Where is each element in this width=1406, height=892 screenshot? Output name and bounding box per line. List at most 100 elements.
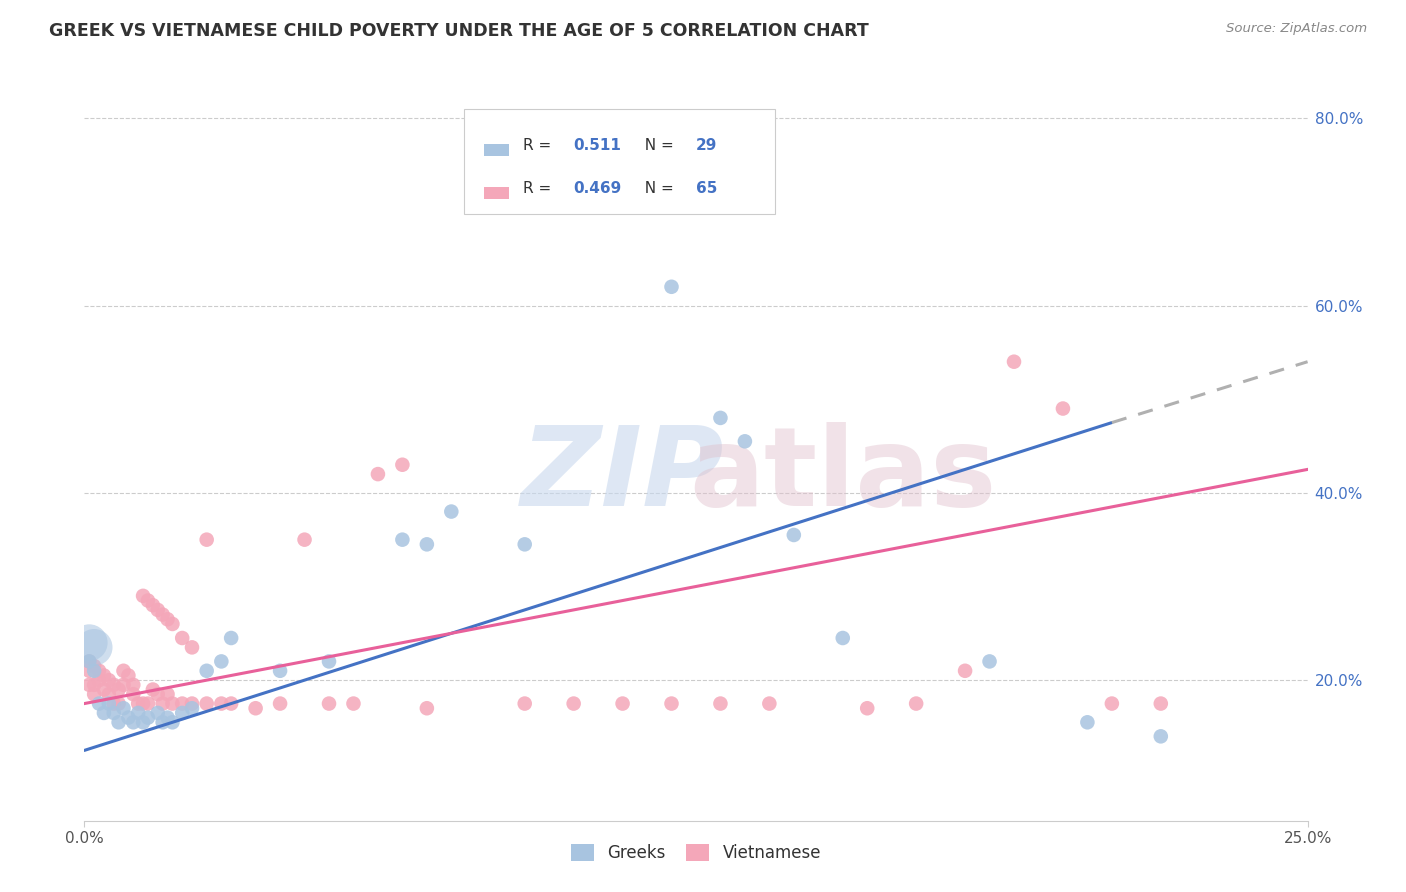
Point	[162, 715, 184, 730]
Point	[136, 593, 159, 607]
Point	[146, 706, 169, 720]
Point	[122, 678, 145, 692]
Point	[195, 664, 218, 678]
Point	[107, 697, 129, 711]
Point	[269, 697, 291, 711]
Point	[318, 697, 340, 711]
Text: R =: R =	[523, 138, 561, 153]
Text: 0.511: 0.511	[574, 138, 621, 153]
Point	[195, 697, 218, 711]
Point	[219, 631, 242, 645]
Point	[136, 697, 159, 711]
Point	[107, 682, 129, 697]
Point	[83, 687, 105, 701]
Point	[83, 640, 105, 655]
FancyBboxPatch shape	[464, 109, 776, 214]
Point	[758, 697, 780, 711]
Point	[156, 710, 179, 724]
Point	[953, 664, 976, 678]
Point	[391, 533, 413, 547]
Point	[269, 664, 291, 678]
Point	[209, 697, 232, 711]
Point	[103, 678, 125, 692]
Point	[367, 467, 389, 482]
Point	[77, 636, 100, 650]
Point	[661, 697, 683, 711]
Text: R =: R =	[523, 181, 557, 196]
Text: ZIP: ZIP	[520, 423, 724, 530]
Point	[112, 664, 135, 678]
Point	[132, 697, 155, 711]
Point	[245, 701, 267, 715]
Point	[342, 697, 364, 711]
Point	[195, 533, 218, 547]
Point	[142, 599, 165, 613]
Point	[172, 706, 194, 720]
Point	[117, 710, 139, 724]
Point	[127, 706, 149, 720]
Point	[209, 655, 232, 669]
Point	[1150, 697, 1173, 711]
Text: 29: 29	[696, 138, 717, 153]
Point	[1076, 715, 1098, 730]
Text: 0.469: 0.469	[574, 181, 621, 196]
Point	[440, 505, 463, 519]
Point	[112, 678, 135, 692]
Point	[181, 701, 204, 715]
Point	[93, 668, 115, 682]
Text: Source: ZipAtlas.com: Source: ZipAtlas.com	[1226, 22, 1367, 36]
Point	[87, 673, 110, 688]
Bar	[484, 144, 509, 156]
Point	[162, 697, 184, 711]
Point	[77, 678, 100, 692]
Point	[905, 697, 928, 711]
Point	[107, 715, 129, 730]
Point	[734, 434, 756, 449]
Point	[709, 411, 731, 425]
Point	[87, 664, 110, 678]
Point	[87, 697, 110, 711]
Point	[562, 697, 585, 711]
Point	[83, 678, 105, 692]
Point	[661, 280, 683, 294]
Point	[112, 701, 135, 715]
Point	[979, 655, 1001, 669]
Point	[77, 655, 100, 669]
Point	[127, 697, 149, 711]
Point	[77, 664, 100, 678]
Point	[318, 655, 340, 669]
Point	[146, 687, 169, 701]
Point	[172, 631, 194, 645]
Point	[77, 655, 100, 669]
Point	[783, 528, 806, 542]
Point	[103, 706, 125, 720]
Point	[93, 706, 115, 720]
Point	[83, 659, 105, 673]
Point	[97, 673, 120, 688]
Point	[513, 537, 536, 551]
Point	[152, 715, 174, 730]
Point	[156, 687, 179, 701]
Point	[83, 664, 105, 678]
Point	[152, 607, 174, 622]
Point	[219, 697, 242, 711]
Point	[146, 603, 169, 617]
Point	[831, 631, 853, 645]
Point	[1150, 730, 1173, 744]
Point	[132, 715, 155, 730]
Point	[294, 533, 316, 547]
Point	[1101, 697, 1123, 711]
Point	[162, 617, 184, 632]
Text: N =: N =	[636, 181, 679, 196]
Point	[122, 687, 145, 701]
Text: 65: 65	[696, 181, 717, 196]
Point	[391, 458, 413, 472]
Point	[709, 697, 731, 711]
Point	[416, 537, 439, 551]
Text: atlas: atlas	[689, 423, 997, 530]
Text: N =: N =	[636, 138, 679, 153]
Point	[156, 612, 179, 626]
Point	[132, 589, 155, 603]
Point	[142, 682, 165, 697]
Point	[172, 697, 194, 711]
